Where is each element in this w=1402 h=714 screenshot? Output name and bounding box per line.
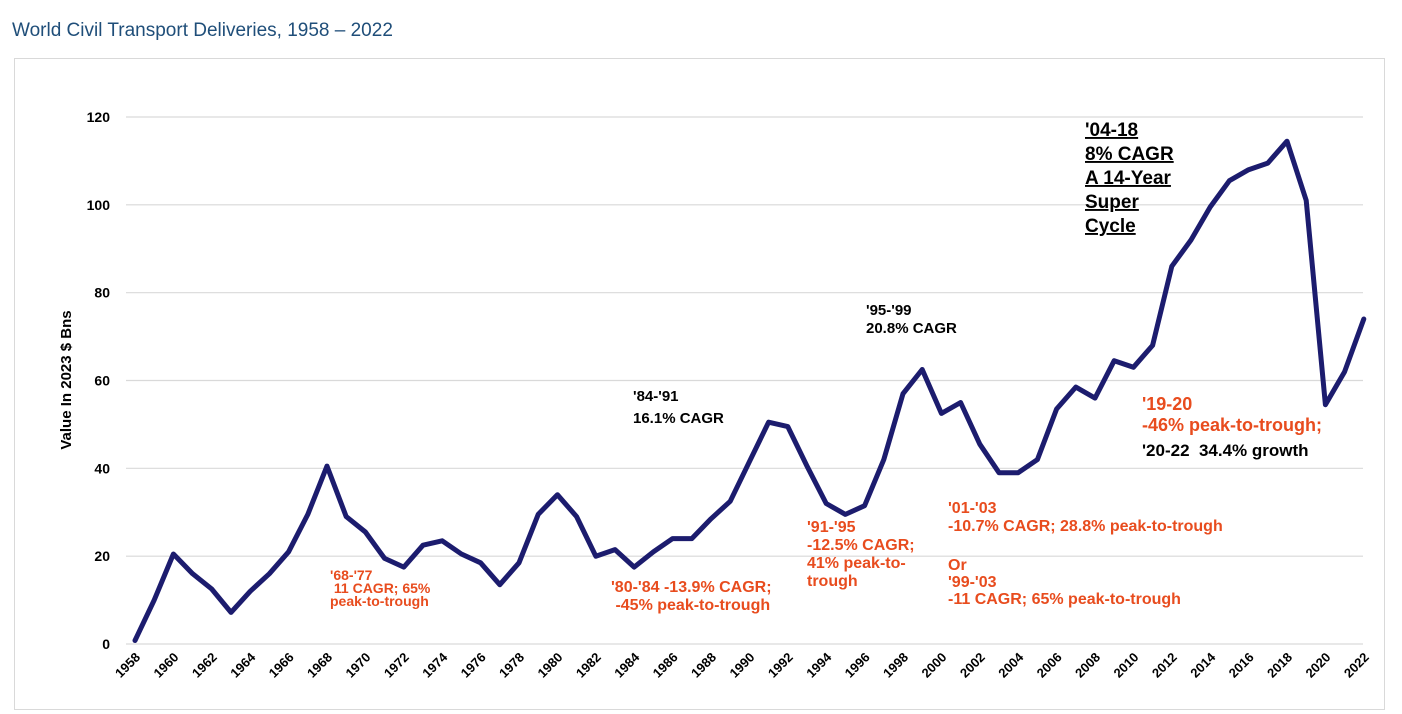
x-tick-label: 2010 (1110, 650, 1141, 681)
x-tick-label: 1984 (611, 649, 643, 681)
x-tick-label: 1998 (880, 650, 911, 681)
x-tick-label: 2012 (1149, 650, 1180, 681)
annotation-line: Super (1085, 192, 1139, 213)
page-title: World Civil Transport Deliveries, 1958 –… (12, 20, 393, 41)
y-axis-label: Value In 2023 $ Bns (58, 310, 75, 449)
x-tick-label: 1990 (726, 650, 757, 681)
y-tick-label: 20 (94, 548, 110, 564)
x-tick-label: 1964 (227, 649, 259, 681)
annotation-line: 11 CAGR; 65% (330, 580, 431, 596)
annotation-line: '95-'99 (866, 302, 912, 319)
annotation-a19_20: '19-20-46% peak-to-trough; (1142, 394, 1322, 435)
annotation-line: '68-'77 (330, 567, 373, 583)
annotation-a01_03: '01-'03-10.7% CAGR; 28.8% peak-to-trough (948, 500, 1223, 535)
annotation-a68_77: '68-'77 11 CAGR; 65%peak-to-trough (330, 567, 431, 609)
y-tick-label: 80 (94, 285, 110, 301)
x-tick-label: 1986 (650, 650, 681, 681)
x-tick-label: 1960 (150, 650, 181, 681)
x-tick-label: 1974 (419, 649, 451, 681)
x-tick-label: 1992 (765, 650, 796, 681)
annotation-line: 20.8% CAGR (866, 320, 957, 337)
annotation-line: A 14-Year (1085, 168, 1172, 189)
x-tick-label: 1980 (534, 650, 565, 681)
x-tick-label: 2014 (1187, 649, 1219, 681)
y-tick-label: 60 (94, 373, 110, 389)
x-tick-label: 1988 (688, 650, 719, 681)
series-deliveries (132, 138, 1367, 643)
y-axis-ticks: 0 20 40 60 80 100 120 (87, 109, 111, 652)
x-tick-label: 1968 (304, 650, 335, 681)
y-tick-label: 100 (87, 197, 111, 213)
annotation-a20_22: '20-22 34.4% growth (1142, 441, 1309, 460)
x-tick-label: 1996 (842, 650, 873, 681)
annotation-line: -46% peak-to-trough; (1142, 415, 1322, 435)
annotation-aOr: Or'99-'03-11 CAGR; 65% peak-to-trough (948, 557, 1181, 608)
x-axis-ticks: 1958 1960 1962 1964 1966 1968 1970 1972 1974 1976… (112, 649, 1372, 681)
y-tick-label: 40 (94, 460, 110, 476)
x-tick-label: 2004 (995, 649, 1027, 681)
annotation-a80_84: '80-'84 -13.9% CAGR; -45% peak-to-trough (611, 579, 772, 614)
annotation-line: '84-'91 (633, 388, 679, 405)
x-tick-label: 1966 (266, 650, 297, 681)
x-tick-label: 1970 (342, 650, 373, 681)
x-tick-label: 2008 (1072, 650, 1103, 681)
annotation-line: 8% CAGR (1085, 144, 1174, 165)
annotation-line: Cycle (1085, 216, 1136, 237)
annotation-line: -12.5% CAGR; (807, 537, 915, 554)
series-line (132, 138, 1367, 643)
annotation-line: '04-18 (1085, 120, 1138, 141)
y-tick-label: 0 (102, 636, 110, 652)
x-tick-label: 2006 (1034, 650, 1065, 681)
annotation-a91_95: '91-'95-12.5% CAGR;41% peak-to-trough (807, 519, 915, 590)
x-tick-label: 1978 (496, 650, 527, 681)
x-tick-label: 2016 (1226, 650, 1257, 681)
annotation-line: '20-22 34.4% growth (1142, 441, 1309, 460)
annotation-a04_18: '04-18 8% CAGR A 14-Year Super Cycle (1085, 120, 1174, 237)
annotation-line: -10.7% CAGR; 28.8% peak-to-trough (948, 518, 1223, 535)
annotation-line: Or (948, 557, 967, 574)
x-tick-label: 2002 (957, 650, 988, 681)
annotation-line: 16.1% CAGR (633, 410, 724, 427)
x-tick-label: 2000 (918, 650, 949, 681)
annotation-line: '80-'84 -13.9% CAGR; (611, 579, 772, 596)
x-tick-label: 1982 (573, 650, 604, 681)
annotation-line: '99-'03 (948, 574, 997, 591)
annotation-line: -45% peak-to-trough (611, 597, 770, 614)
x-tick-label: 1962 (189, 650, 220, 681)
annotation-line: 41% peak-to- (807, 555, 906, 572)
gridlines (126, 116, 1363, 645)
annotation-line: '19-20 (1142, 394, 1192, 414)
annotation-a84_91: '84-'91 16.1% CAGR (633, 388, 724, 427)
x-tick-label: 1972 (381, 650, 412, 681)
annotation-line: trough (807, 573, 858, 590)
annotations: '04-18 8% CAGR A 14-Year Super Cycle '95-'992… (330, 120, 1322, 614)
x-tick-label: 1994 (803, 649, 835, 681)
x-tick-label: 1958 (112, 650, 143, 681)
chart-frame (14, 58, 1385, 710)
x-tick-label: 2020 (1302, 650, 1333, 681)
annotation-line: peak-to-trough (330, 593, 429, 609)
annotation-line: -11 CAGR; 65% peak-to-trough (948, 591, 1181, 608)
annotation-line: '01-'03 (948, 500, 997, 517)
x-tick-label: 2018 (1264, 650, 1295, 681)
annotation-line: '91-'95 (807, 519, 856, 536)
x-tick-label: 2022 (1341, 650, 1372, 681)
x-tick-label: 1976 (458, 650, 489, 681)
y-tick-label: 120 (87, 109, 111, 125)
